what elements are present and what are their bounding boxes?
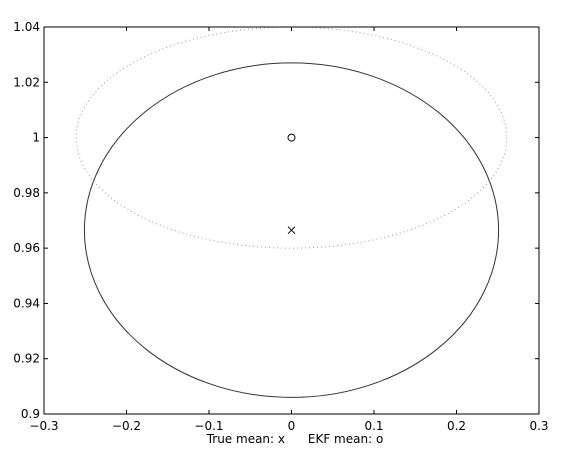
y-tick-label: 0.92 <box>13 352 40 366</box>
y-tick-label: 1 <box>32 131 40 145</box>
y-tick-label: 0.96 <box>13 241 40 255</box>
y-tick-label: 0.9 <box>21 407 40 421</box>
x-tick-label: 0.2 <box>447 419 466 433</box>
y-tick-label: 0.98 <box>13 186 40 200</box>
x-tick-label: 0.1 <box>364 419 383 433</box>
x-tick-label: −0.1 <box>194 419 223 433</box>
x-tick-label: 0.3 <box>529 419 548 433</box>
y-tick-label: 1.04 <box>13 20 40 34</box>
x-tick-label: −0.2 <box>112 419 141 433</box>
x-tick-label: 0 <box>288 419 296 433</box>
x-axis-label: True mean: x EKF mean: o <box>206 432 384 446</box>
x-tick-label: −0.3 <box>29 419 58 433</box>
y-tick-label: 1.02 <box>13 75 40 89</box>
y-tick-label: 0.94 <box>13 296 40 310</box>
